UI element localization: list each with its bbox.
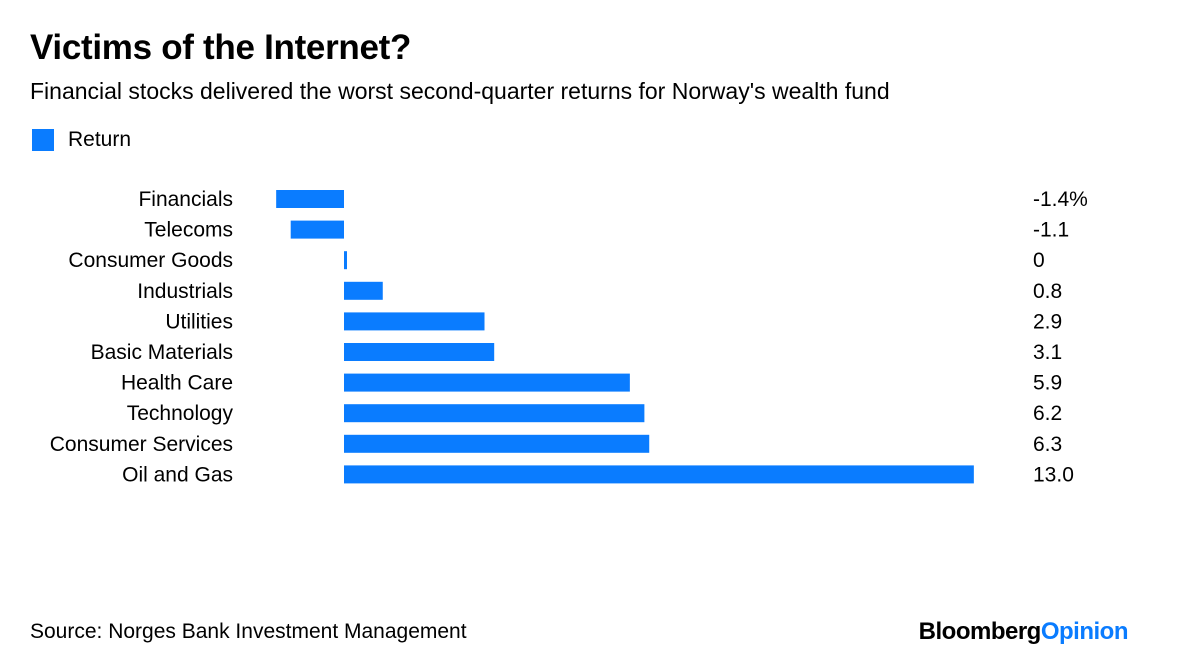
bar [276,190,344,208]
value-label: 2.9 [1033,310,1062,333]
value-label: 5.9 [1033,372,1062,395]
value-label: 6.3 [1033,433,1062,456]
chart-subtitle: Financial stocks delivered the worst sec… [30,78,890,104]
brand-logo-part2: Opinion [1040,618,1129,645]
category-label: Financials [138,188,233,211]
category-label: Technology [127,402,234,425]
category-label: Industrials [137,280,233,303]
category-label: Oil and Gas [122,463,233,486]
bar-chart: Financials -1.4% Telecoms -1.1 Consumer Good… [50,188,1088,486]
category-label: Basic Materials [91,341,233,364]
category-label: Utilities [165,310,233,333]
value-label: 3.1 [1033,341,1062,364]
category-label: Health Care [121,372,233,395]
chart-title: Victims of the Internet? [30,28,412,67]
category-label: Telecoms [144,219,233,242]
bar [290,220,344,239]
value-label: 0.8 [1033,280,1062,303]
legend-swatch [32,129,54,151]
source-note: Source: Norges Bank Investment Managemen… [30,620,467,643]
category-label: Consumer Services [50,433,233,456]
bar [344,373,630,392]
bar [344,251,347,270]
value-label: 0 [1033,249,1045,272]
value-label: -1.4% [1033,188,1088,211]
value-label: 13.0 [1033,463,1074,486]
bar [344,404,645,423]
legend: Return [32,128,131,152]
brand-logo: BloombergOpinion [918,618,1129,646]
value-label: 6.2 [1033,402,1062,425]
bar [344,343,495,361]
bar [344,312,485,331]
bar [344,465,974,484]
bar [344,281,383,300]
value-label: -1.1 [1033,219,1069,242]
brand-logo-part1: Bloomberg [918,618,1042,645]
bar [344,434,650,453]
legend-label: Return [68,128,132,151]
category-label: Consumer Goods [68,249,233,272]
